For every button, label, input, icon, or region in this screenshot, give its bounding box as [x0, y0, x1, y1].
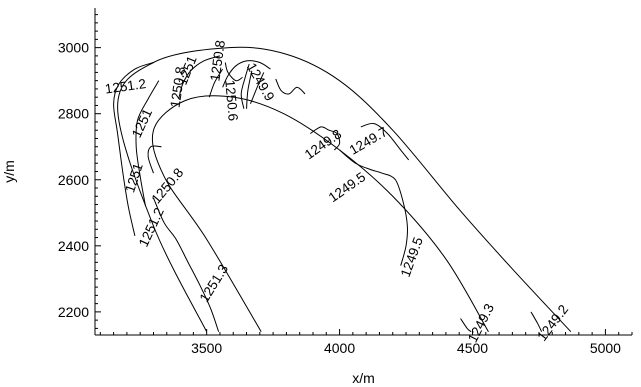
contour-1250.6-line	[208, 68, 224, 98]
inner-bank-line	[151, 95, 489, 332]
contour-1250.8-a-line	[147, 145, 162, 174]
y-tick-label: 3000	[58, 40, 89, 56]
x-tick-label: 4000	[324, 340, 355, 356]
contour-1249.7-line	[360, 122, 410, 161]
contour-wiggle-3-line	[250, 72, 265, 104]
x-tick-label: 3500	[191, 340, 222, 356]
contour-wiggle-5-line	[224, 62, 243, 82]
contour-1249.9-line	[222, 60, 271, 88]
contour-label: 1251.2	[136, 205, 167, 249]
contour-1251.2-line	[113, 62, 154, 237]
contour-1251.3-line	[153, 197, 220, 332]
axes: 3500 4000 4500 5000 2200 2400 2600 2800 3000	[58, 8, 633, 356]
y-tick-label: 2600	[58, 172, 89, 188]
contour-1250.8-b-line	[178, 55, 221, 99]
x-axis-label: x/m	[352, 370, 375, 386]
contour-label: 1249.5	[326, 169, 368, 205]
contour-label: 1249.2	[534, 302, 571, 344]
contour-label: 1249.5	[398, 235, 426, 279]
contour-label: 1249.7	[347, 124, 390, 158]
contour-label: 1250.8	[168, 66, 189, 109]
contour-label: 1250.8	[148, 165, 186, 206]
y-tick-label: 2800	[58, 106, 89, 122]
contour-label: 1251	[129, 106, 155, 140]
contour-1249.2-line	[530, 311, 543, 332]
contour-wiggle-2-line	[246, 70, 253, 109]
contour-label: 1249.8	[302, 126, 344, 162]
x-tick-label: 4500	[457, 340, 488, 356]
contour-label: 1249.3	[465, 301, 497, 345]
y-tick-label: 2400	[58, 238, 89, 254]
contour-label: 1251.2	[104, 76, 147, 97]
contour-1251-a-line	[135, 80, 160, 207]
contour-1249.3-line	[460, 318, 472, 333]
contour-lines	[113, 46, 572, 333]
contour-label: 1251.3	[197, 262, 232, 305]
contour-1249.8-line	[310, 126, 341, 151]
contour-wiggle-4-line	[275, 78, 306, 95]
y-tick-label: 2200	[58, 304, 89, 320]
contour-label: 1250.8	[207, 39, 228, 82]
contour-label: 1249.9	[244, 60, 278, 103]
outer-bank-line	[117, 46, 572, 333]
contour-wiggle-1-line	[240, 64, 250, 109]
y-axis-label: y/m	[1, 160, 17, 183]
x-tick-label: 5000	[590, 340, 621, 356]
contour-label: 1250.6	[222, 79, 241, 121]
contour-1249.5-line	[339, 149, 408, 266]
